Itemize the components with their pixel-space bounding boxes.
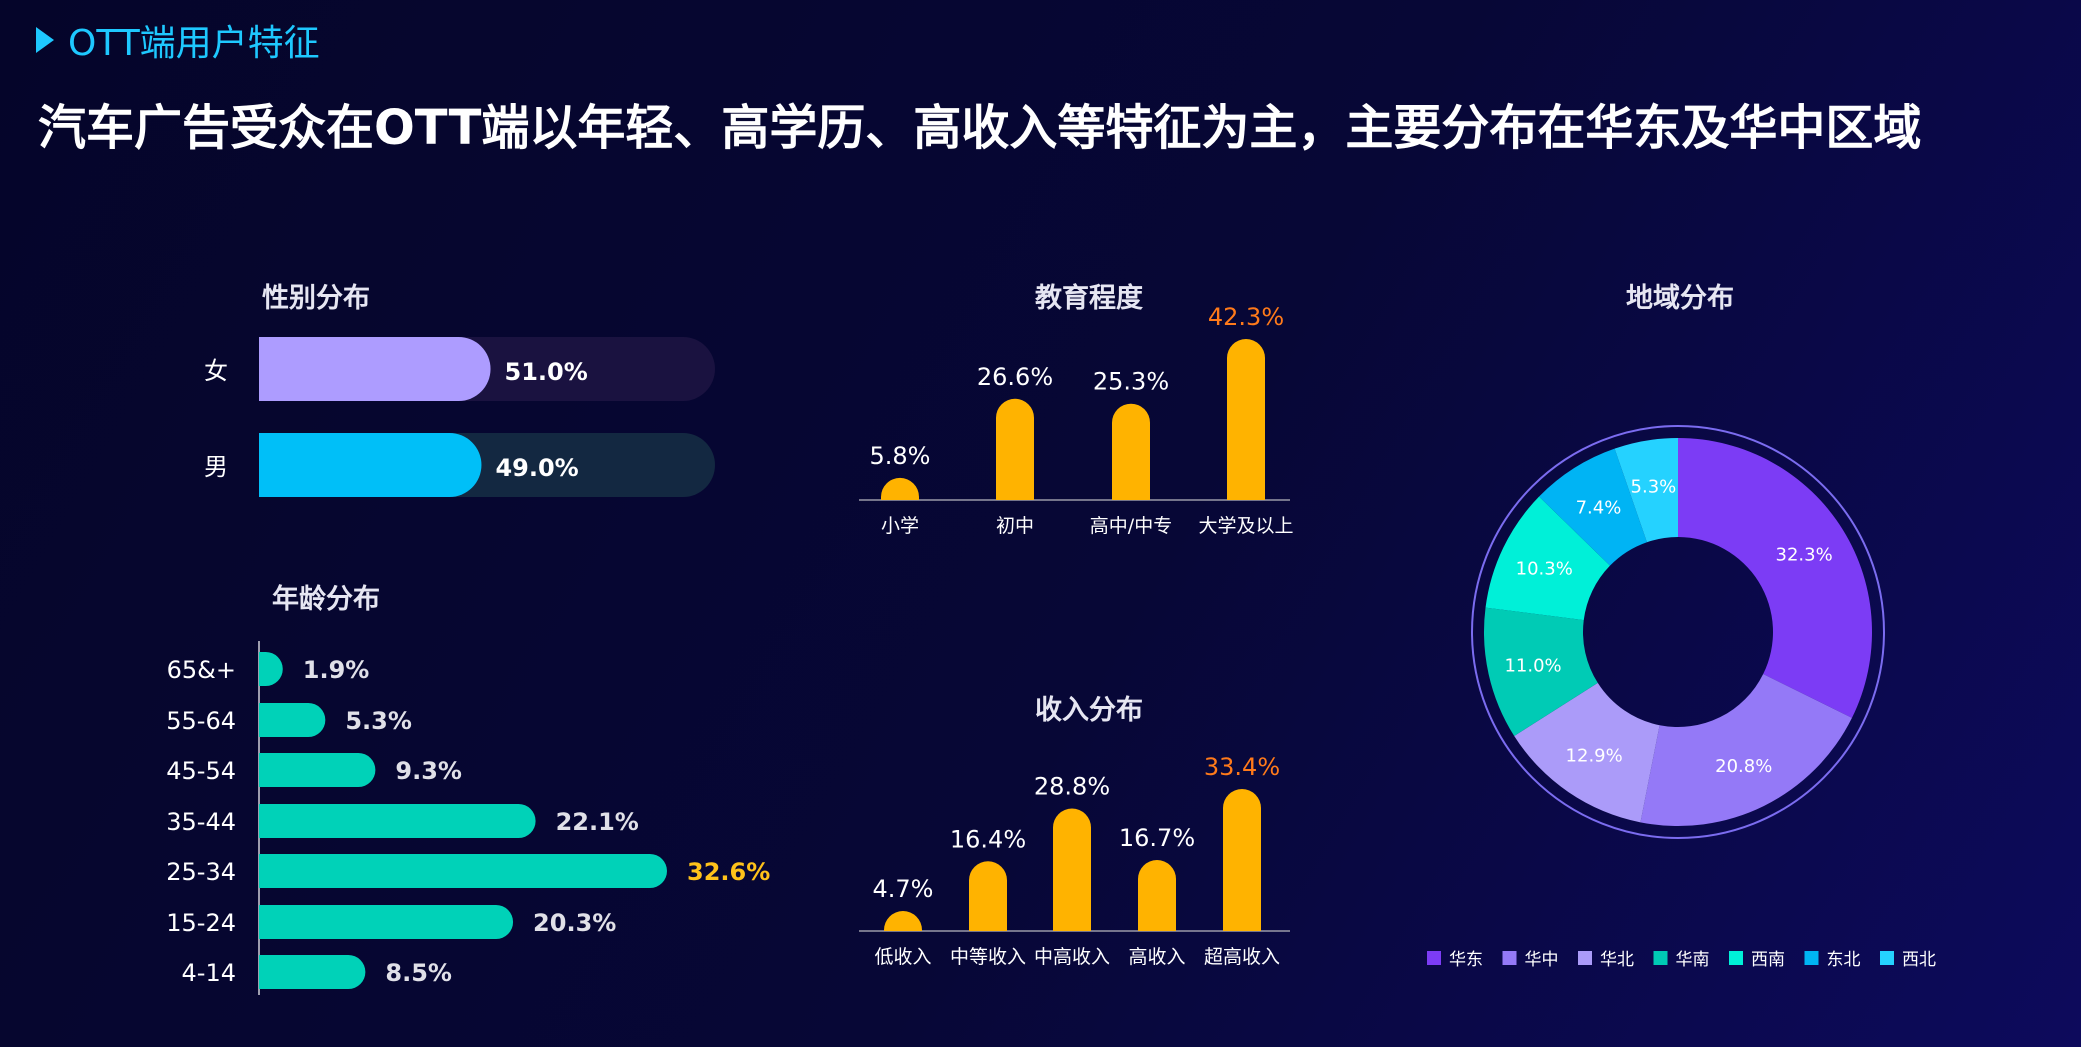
region-slice-label-0: 32.3% [1776, 545, 1833, 566]
age-category-label-6: 4-14 [182, 959, 236, 987]
age-category-label-0: 65&+ [167, 656, 236, 684]
region-legend-swatch-2 [1578, 951, 1592, 965]
region-slice-0 [1678, 438, 1872, 718]
region-slice-label-5: 7.4% [1576, 498, 1622, 519]
section-tag: OTT端用户特征 [36, 18, 320, 64]
region-slice-2 [1514, 682, 1660, 823]
income-bar-3 [1138, 860, 1176, 931]
education-value-label-3: 42.3% [1208, 303, 1284, 331]
income-value-label-4: 33.4% [1204, 753, 1280, 781]
age-category-label-1: 55-64 [166, 707, 236, 735]
age-category-label-2: 45-54 [166, 757, 236, 785]
region-slice-label-2: 12.9% [1566, 746, 1623, 767]
income-value-label-0: 4.7% [873, 875, 934, 903]
region-chart-title: 地域分布 [1626, 283, 1734, 314]
section-tag-label: OTT端用户特征 [68, 23, 320, 64]
age-chart-title: 年龄分布 [272, 584, 380, 615]
region-slice-label-6: 5.3% [1631, 477, 1677, 498]
region-legend-swatch-3 [1653, 951, 1668, 965]
income-value-label-3: 16.7% [1119, 824, 1195, 852]
gender-bar-1 [259, 433, 482, 497]
age-value-label-4: 32.6% [687, 858, 770, 886]
region-legend-label-4: 西南 [1751, 950, 1785, 970]
education-category-label-3: 大学及以上 [1198, 515, 1293, 537]
education-value-label-0: 5.8% [870, 442, 931, 470]
region-slice-label-1: 20.8% [1715, 756, 1772, 777]
age-bar-3 [259, 804, 536, 838]
region-legend-swatch-1 [1502, 951, 1517, 965]
age-value-label-5: 20.3% [533, 909, 616, 937]
gender-category-label-0: 女 [204, 357, 228, 385]
page-title: 汽车广告受众在OTT端以年轻、高学历、高收入等特征为主，主要分布在华东及华中区域 [38, 100, 1922, 156]
education-category-label-2: 高中/中专 [1090, 515, 1172, 537]
region-legend-label-3: 华南 [1676, 950, 1710, 970]
region-slice-label-3: 11.0% [1504, 655, 1561, 676]
region-legend-swatch-0 [1427, 951, 1441, 965]
age-bar-6 [259, 955, 366, 989]
education-bar-1 [996, 398, 1034, 500]
gender-value-label-0: 51.0% [505, 358, 588, 386]
education-category-label-1: 初中 [996, 515, 1034, 537]
region-legend-swatch-5 [1804, 951, 1819, 965]
region-slice-1 [1640, 674, 1852, 826]
income-bar-1 [969, 861, 1007, 931]
region-legend-swatch-4 [1729, 951, 1743, 965]
age-value-label-1: 5.3% [345, 707, 412, 735]
education-value-label-1: 26.6% [977, 363, 1053, 391]
region-legend-label-6: 西北 [1902, 950, 1936, 970]
region-slice-5 [1539, 448, 1647, 566]
education-bar-3 [1227, 339, 1265, 500]
gender-value-label-1: 49.0% [495, 454, 578, 482]
income-value-label-1: 16.4% [950, 825, 1026, 853]
region-slice-3 [1484, 607, 1598, 736]
gender-bar-0 [259, 337, 491, 401]
age-category-label-5: 15-24 [166, 909, 236, 937]
region-legend-label-0: 华东 [1449, 950, 1483, 970]
income-bar-0 [884, 911, 922, 931]
income-category-label-3: 高收入 [1128, 946, 1185, 968]
income-bar-4 [1223, 789, 1261, 931]
gender-category-label-1: 男 [204, 453, 228, 481]
income-value-label-2: 28.8% [1034, 773, 1110, 801]
age-bar-0 [259, 652, 283, 686]
age-bar-5 [259, 905, 514, 939]
region-legend-label-2: 华北 [1600, 950, 1634, 970]
income-bar-2 [1053, 808, 1091, 931]
income-category-label-2: 中高收入 [1034, 946, 1110, 968]
gender-chart-title: 性别分布 [262, 283, 370, 314]
region-donut-outer-ring [1471, 425, 1885, 839]
education-category-label-0: 小学 [881, 515, 919, 537]
triangle-play-icon [36, 27, 54, 53]
age-value-label-3: 22.1% [556, 808, 639, 836]
education-bar-0 [881, 477, 919, 500]
education-chart-title: 教育程度 [1035, 283, 1143, 314]
age-bar-2 [259, 753, 376, 787]
age-value-label-6: 8.5% [385, 959, 452, 987]
region-legend-label-1: 华中 [1525, 950, 1559, 970]
age-bar-4 [259, 854, 667, 888]
region-slice-6 [1614, 438, 1678, 543]
education-value-label-2: 25.3% [1093, 368, 1169, 396]
age-bar-1 [259, 703, 326, 737]
income-category-label-4: 超高收入 [1204, 946, 1280, 968]
age-value-label-0: 1.9% [303, 656, 370, 684]
income-category-label-1: 中等收入 [950, 946, 1026, 968]
age-category-label-4: 25-34 [166, 858, 236, 886]
region-slice-4 [1485, 496, 1610, 621]
region-legend-label-5: 东北 [1827, 950, 1861, 970]
income-chart-title: 收入分布 [1035, 695, 1143, 726]
age-category-label-3: 35-44 [166, 808, 236, 836]
age-value-label-2: 9.3% [395, 757, 462, 785]
education-bar-2 [1112, 403, 1150, 500]
region-legend-swatch-6 [1880, 951, 1894, 965]
income-category-label-0: 低收入 [874, 946, 931, 968]
region-slice-label-4: 10.3% [1516, 559, 1573, 580]
